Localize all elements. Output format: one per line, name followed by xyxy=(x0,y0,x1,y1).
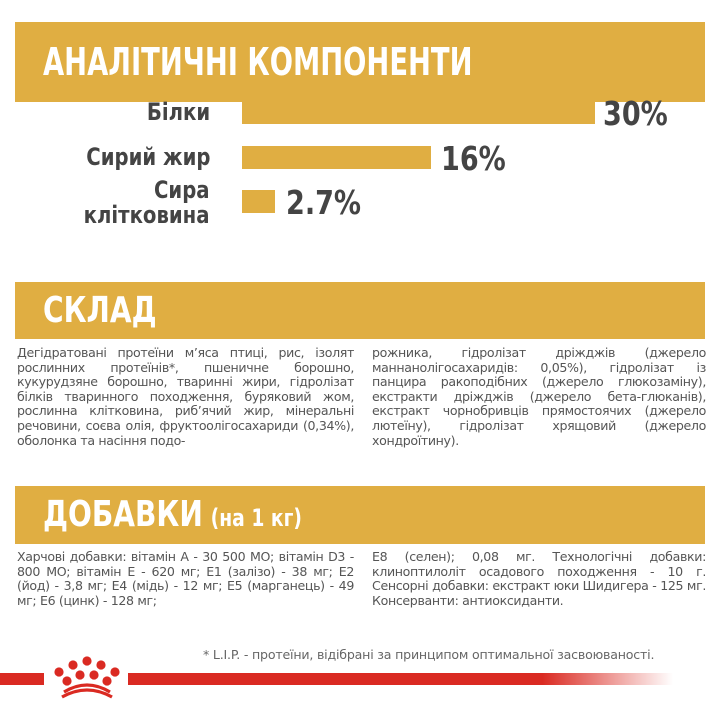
fat-label-text: Сирий жир xyxy=(85,143,210,171)
royal-canin-crown-icon xyxy=(54,656,120,699)
additives-header: ДОБАВКИ (на 1 кг) xyxy=(15,486,705,544)
footnote: * L.I.P. - протеїни, відібрані за принци… xyxy=(203,647,655,662)
additives-title: ДОБАВКИ xyxy=(43,494,203,535)
fat-label: Сирий жир xyxy=(86,145,210,170)
protein-label-text: Білки xyxy=(146,98,210,126)
analytic-components-header: АНАЛІТИЧНІ КОМПОНЕНТИ xyxy=(15,22,705,102)
fiber-label-line2: клітковина xyxy=(84,201,210,229)
additives-text-left: Харчові добавки: вітамін A - 30 500 МО; … xyxy=(17,549,354,608)
additives-subtitle: (на 1 кг) xyxy=(210,504,302,532)
additives-text-right: E8 (селен); 0,08 мг. Технологічні добавк… xyxy=(372,549,706,608)
analytic-components-title: АНАЛІТИЧНІ КОМПОНЕНТИ xyxy=(43,40,473,84)
additives-title-wrap: ДОБАВКИ (на 1 кг) xyxy=(43,497,302,533)
fiber-label: Сира клітковина xyxy=(84,178,210,228)
composition-title: СКЛАД xyxy=(43,289,157,331)
fiber-value: 2.7% xyxy=(286,183,362,222)
fiber-label-line1: Сира xyxy=(154,176,210,204)
fat-bar xyxy=(242,146,431,169)
composition-text-right: рожника, гідролізат дріжджів (джерело ма… xyxy=(372,345,706,448)
footer-red-line-left xyxy=(0,673,44,685)
protein-value: 30% xyxy=(603,94,668,133)
protein-bar xyxy=(242,101,595,124)
fiber-bar xyxy=(242,190,275,213)
footer-red-line-right xyxy=(128,673,673,685)
fat-value: 16% xyxy=(441,139,506,178)
composition-text-left: Дегідратовані протеїни м’яса птиці, рис,… xyxy=(17,345,354,448)
protein-label: Білки xyxy=(147,100,210,125)
composition-header: СКЛАД xyxy=(15,282,705,339)
